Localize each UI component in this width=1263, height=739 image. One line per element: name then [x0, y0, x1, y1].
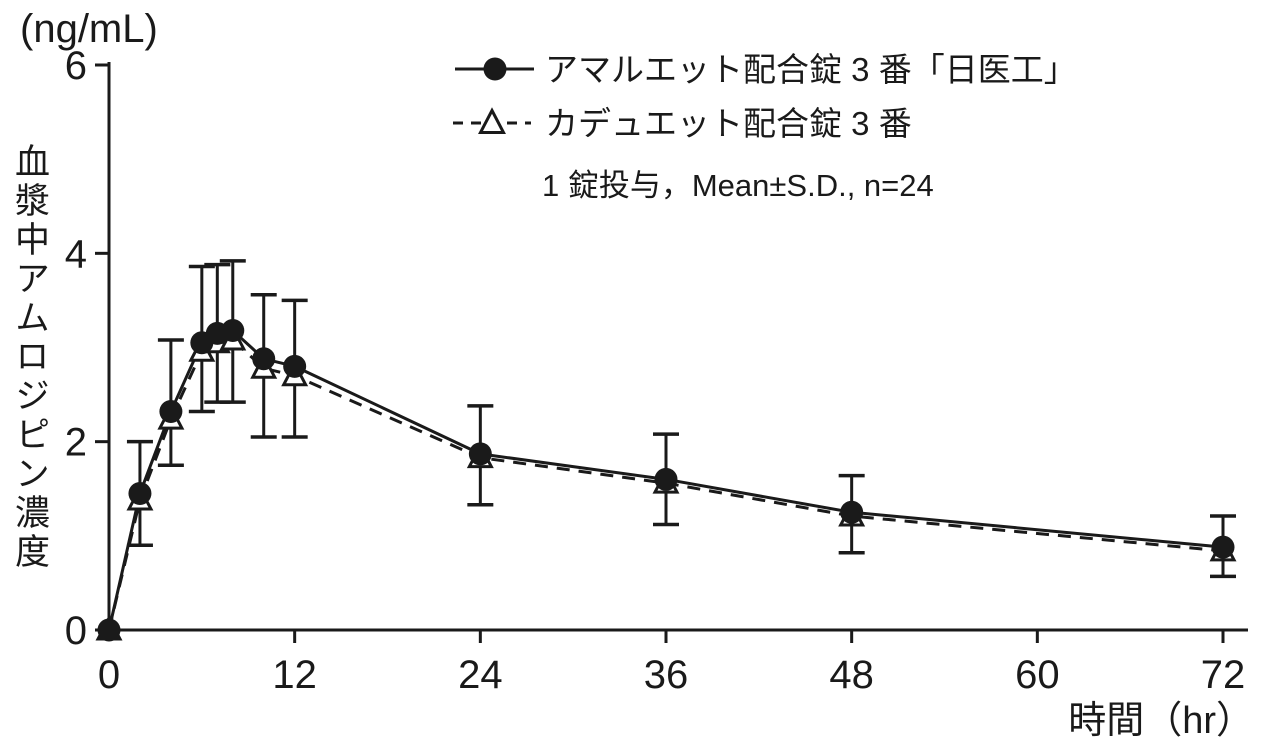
filled-circle-marker-icon — [483, 57, 507, 81]
x-tick-label: 0 — [98, 653, 120, 697]
open-triangle-marker-icon — [478, 107, 506, 134]
y-axis-unit-label: (ng/mL) — [20, 7, 158, 51]
dose-annotation: 1 錠投与，Mean±S.D., n=24 — [542, 168, 934, 203]
x-axis-title: 時間（hr） — [1068, 700, 1254, 739]
x-tick-label: 36 — [644, 653, 689, 697]
x-tick-label: 60 — [1015, 653, 1060, 697]
legend: アマルエット配合錠 3 番「日医工」 カデュエット配合錠 3 番 1 錠投与，M… — [453, 51, 1077, 203]
y-tick-label: 6 — [65, 44, 87, 88]
filled-circle-marker-icon — [128, 481, 152, 505]
filled-circle-marker-icon — [97, 618, 121, 642]
legend-item-caduet: カデュエット配合錠 3 番 — [453, 105, 912, 142]
filled-circle-marker-icon — [159, 400, 183, 424]
legend-label-caduet: カデュエット配合錠 3 番 — [545, 105, 912, 142]
y-tick-label: 0 — [65, 609, 87, 653]
filled-circle-marker-icon — [283, 354, 307, 378]
x-tick-label: 24 — [458, 653, 503, 697]
filled-circle-marker-icon — [1211, 535, 1235, 559]
y-tick-label: 2 — [65, 421, 87, 465]
filled-circle-marker-icon — [468, 442, 492, 466]
filled-circle-marker-icon — [221, 319, 245, 343]
legend-item-amaruetto: アマルエット配合錠 3 番「日医工」 — [455, 51, 1077, 88]
y-tick-label: 4 — [65, 232, 87, 276]
x-tick-label: 72 — [1201, 653, 1246, 697]
x-tick-label: 48 — [829, 653, 874, 697]
series-line-caduet — [107, 338, 1224, 631]
filled-circle-marker-icon — [252, 347, 276, 371]
filled-circle-marker-icon — [840, 500, 864, 524]
legend-label-amaruetto: アマルエット配合錠 3 番「日医工」 — [545, 51, 1077, 88]
y-axis-title: 血漿中アムロジピン濃度 — [10, 143, 49, 572]
x-tick-label: 12 — [272, 653, 317, 697]
filled-circle-marker-icon — [654, 467, 678, 491]
